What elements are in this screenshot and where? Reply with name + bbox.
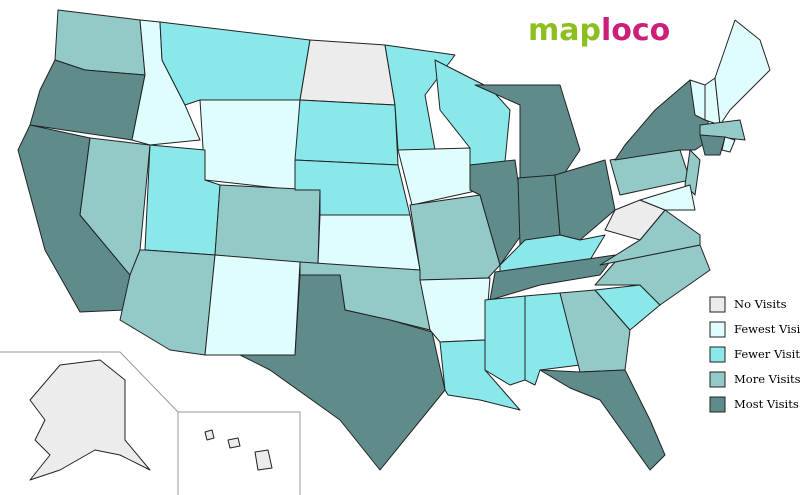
state (204, 254, 301, 356)
logo: maploco (528, 13, 670, 48)
state (317, 214, 421, 271)
logo-part: loco (601, 13, 670, 48)
legend-label: Most Visits (734, 397, 799, 411)
state (721, 136, 736, 153)
state (554, 159, 616, 241)
state (254, 449, 273, 471)
legend-swatch (709, 396, 726, 413)
legend-label: More Visits (734, 372, 800, 386)
state (294, 99, 399, 166)
state (714, 19, 771, 126)
inset-frame (178, 411, 301, 495)
state (199, 99, 301, 191)
legend-swatch (709, 371, 726, 388)
state (159, 21, 311, 106)
legend-swatch (709, 321, 726, 338)
state (699, 119, 746, 141)
state (699, 134, 726, 156)
state (684, 149, 701, 196)
state (299, 39, 396, 106)
legend-swatch (709, 296, 726, 313)
state (119, 249, 216, 356)
state (639, 184, 696, 211)
state (517, 174, 561, 246)
state (239, 274, 446, 471)
logo-part: map (528, 13, 601, 48)
legend-label: Fewest Visits (734, 322, 800, 336)
inset-frame (0, 351, 179, 495)
state (214, 184, 321, 266)
legend-label: Fewer Visits (734, 347, 800, 361)
legend-label: No Visits (734, 297, 787, 311)
state (539, 369, 666, 471)
state (29, 359, 151, 481)
state (484, 295, 526, 386)
legend: No Visits Fewest Visits Fewer Visits More V… (709, 296, 800, 413)
state (204, 429, 215, 441)
state (227, 437, 241, 449)
legend-swatch (709, 346, 726, 363)
